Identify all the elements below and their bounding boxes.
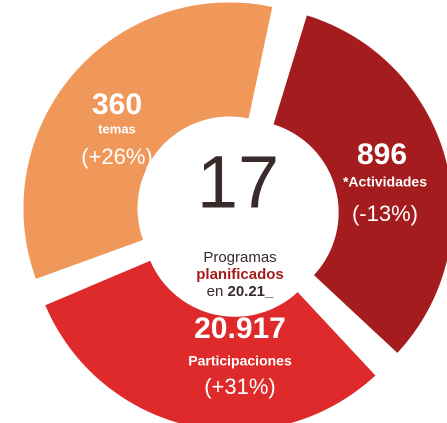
segment-label: Participaciones: [188, 353, 292, 369]
segment: [273, 15, 447, 353]
segment-value: 896: [357, 138, 407, 171]
segment-value: 360: [92, 88, 142, 121]
segment: [23, 2, 273, 279]
segment-change: (-13%): [352, 201, 418, 226]
segment-label: *Actividades: [343, 174, 427, 190]
center-year: 20.21_: [227, 283, 274, 300]
segment-change: (+31%): [204, 374, 276, 399]
center-prefix: en: [207, 283, 224, 300]
donut: [23, 2, 447, 423]
center-line: en 20.21_: [207, 283, 274, 300]
segment-label: temas: [98, 121, 136, 136]
center-circle: [151, 129, 323, 301]
segment-change: (+26%): [81, 144, 153, 169]
center-number: 17: [197, 141, 279, 224]
center-line: Programas: [203, 249, 276, 266]
segment: [45, 260, 376, 423]
segment-value: 20.917: [194, 312, 286, 345]
center-line: planificados: [196, 266, 284, 283]
